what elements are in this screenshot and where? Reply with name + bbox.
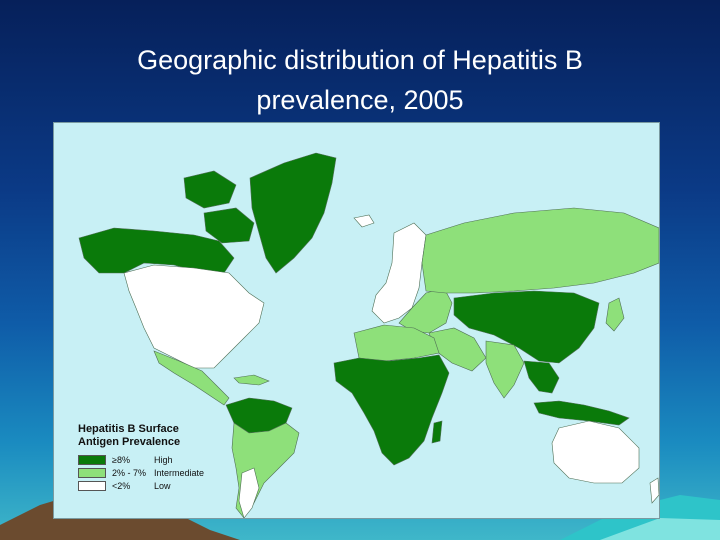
region-north-america-low — [123, 264, 265, 369]
region-arctic-islands-2 — [203, 207, 255, 244]
region-greenland — [249, 152, 337, 274]
legend-swatch-low — [78, 480, 106, 491]
legend-item-intermediate: 2% - 7% Intermediate — [78, 466, 248, 479]
legend-swatch-high — [78, 454, 106, 465]
region-southeast-asia — [523, 360, 560, 394]
world-map-svg — [78, 152, 659, 518]
legend-item-high: ≥8% High — [78, 453, 248, 466]
region-australia — [551, 420, 640, 484]
region-japan — [605, 297, 625, 332]
map-legend: Hepatitis B Surface Antigen Prevalence ≥… — [78, 423, 248, 492]
region-russia — [421, 207, 659, 294]
region-sub-saharan-africa — [333, 354, 450, 466]
region-madagascar — [431, 420, 443, 444]
legend-title-line-2: Antigen Prevalence — [78, 436, 181, 448]
region-south-america-south — [238, 467, 260, 518]
legend-label: Low — [154, 480, 171, 491]
title-line-1: Geographic distribution of Hepatitis B — [137, 45, 583, 76]
legend-range: ≥8% — [112, 454, 130, 465]
legend-title: Hepatitis B Surface Antigen Prevalence — [78, 423, 248, 449]
region-india — [485, 340, 525, 399]
legend-label: Intermediate — [154, 467, 205, 478]
region-arctic-islands — [183, 170, 237, 209]
slide-title: Geographic distribution of Hepatitis B p… — [0, 40, 720, 120]
legend-label: High — [154, 454, 173, 465]
title-line-2: prevalence, 2005 — [256, 85, 464, 116]
legend-range: <2% — [112, 480, 131, 491]
region-central-america — [153, 350, 230, 406]
region-new-zealand — [649, 477, 659, 504]
legend-title-line-1: Hepatitis B Surface — [78, 423, 179, 435]
region-iceland — [353, 214, 375, 228]
region-indonesia — [533, 400, 630, 426]
legend-range: 2% - 7% — [112, 467, 147, 478]
region-caribbean — [233, 374, 270, 386]
legend-item-low: <2% Low — [78, 479, 248, 492]
legend-swatch-intermediate — [78, 467, 106, 478]
world-map: Hepatitis B Surface Antigen Prevalence ≥… — [53, 122, 660, 519]
region-asia-high — [453, 290, 600, 364]
